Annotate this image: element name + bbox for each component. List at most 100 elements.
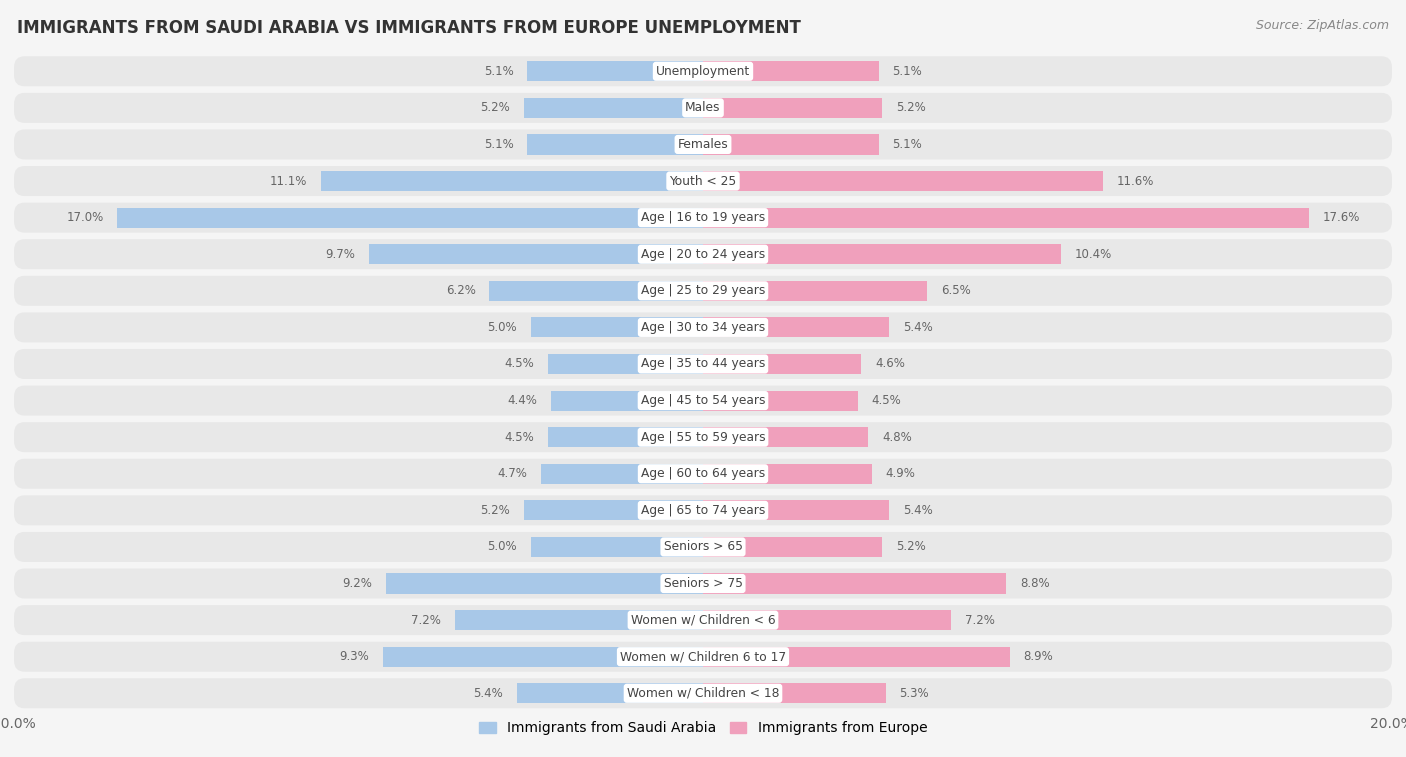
Bar — [703, 391, 858, 410]
Text: 5.2%: 5.2% — [481, 101, 510, 114]
Bar — [548, 354, 703, 374]
Text: 4.5%: 4.5% — [872, 394, 901, 407]
Bar — [703, 354, 862, 374]
Bar — [531, 537, 703, 557]
Bar — [548, 427, 703, 447]
Text: Females: Females — [678, 138, 728, 151]
FancyBboxPatch shape — [14, 129, 1392, 160]
Text: 5.4%: 5.4% — [903, 321, 932, 334]
Text: 5.2%: 5.2% — [481, 504, 510, 517]
FancyBboxPatch shape — [14, 93, 1392, 123]
Bar — [703, 135, 879, 154]
Bar — [368, 245, 703, 264]
Text: 4.5%: 4.5% — [505, 357, 534, 370]
Text: 5.4%: 5.4% — [903, 504, 932, 517]
FancyBboxPatch shape — [14, 495, 1392, 525]
Text: 5.0%: 5.0% — [488, 321, 517, 334]
Bar — [541, 464, 703, 484]
Bar — [517, 684, 703, 703]
Bar — [703, 427, 869, 447]
Bar — [321, 171, 703, 191]
Bar — [703, 537, 882, 557]
Text: Source: ZipAtlas.com: Source: ZipAtlas.com — [1256, 19, 1389, 32]
Text: 4.4%: 4.4% — [508, 394, 537, 407]
Text: 6.2%: 6.2% — [446, 285, 475, 298]
Text: Seniors > 65: Seniors > 65 — [664, 540, 742, 553]
Text: Women w/ Children 6 to 17: Women w/ Children 6 to 17 — [620, 650, 786, 663]
Bar — [703, 245, 1062, 264]
FancyBboxPatch shape — [14, 385, 1392, 416]
Bar — [382, 646, 703, 667]
Text: 9.3%: 9.3% — [339, 650, 368, 663]
Text: 5.1%: 5.1% — [484, 138, 513, 151]
FancyBboxPatch shape — [14, 203, 1392, 232]
Bar — [527, 135, 703, 154]
Text: Age | 30 to 34 years: Age | 30 to 34 years — [641, 321, 765, 334]
Bar — [531, 317, 703, 338]
Text: 17.0%: 17.0% — [66, 211, 104, 224]
Text: Youth < 25: Youth < 25 — [669, 175, 737, 188]
Text: 5.1%: 5.1% — [484, 65, 513, 78]
FancyBboxPatch shape — [14, 678, 1392, 709]
Text: Age | 60 to 64 years: Age | 60 to 64 years — [641, 467, 765, 480]
Bar — [489, 281, 703, 301]
Text: Age | 65 to 74 years: Age | 65 to 74 years — [641, 504, 765, 517]
Text: Women w/ Children < 18: Women w/ Children < 18 — [627, 687, 779, 699]
Bar — [703, 98, 882, 118]
Bar — [551, 391, 703, 410]
Text: 9.7%: 9.7% — [325, 248, 356, 260]
Bar — [703, 500, 889, 520]
Text: 5.1%: 5.1% — [893, 65, 922, 78]
Text: 4.7%: 4.7% — [498, 467, 527, 480]
FancyBboxPatch shape — [14, 276, 1392, 306]
Text: Age | 45 to 54 years: Age | 45 to 54 years — [641, 394, 765, 407]
Text: 5.2%: 5.2% — [896, 540, 925, 553]
Text: 5.4%: 5.4% — [474, 687, 503, 699]
Legend: Immigrants from Saudi Arabia, Immigrants from Europe: Immigrants from Saudi Arabia, Immigrants… — [474, 716, 932, 741]
Text: Seniors > 75: Seniors > 75 — [664, 577, 742, 590]
Text: 6.5%: 6.5% — [941, 285, 970, 298]
Text: 11.1%: 11.1% — [270, 175, 307, 188]
Bar — [703, 684, 886, 703]
Bar — [703, 646, 1010, 667]
Bar — [703, 317, 889, 338]
Text: 5.1%: 5.1% — [893, 138, 922, 151]
Bar — [524, 98, 703, 118]
Text: 11.6%: 11.6% — [1116, 175, 1154, 188]
FancyBboxPatch shape — [14, 605, 1392, 635]
Text: Unemployment: Unemployment — [655, 65, 751, 78]
FancyBboxPatch shape — [14, 532, 1392, 562]
Bar — [703, 171, 1102, 191]
FancyBboxPatch shape — [14, 569, 1392, 599]
Text: 4.5%: 4.5% — [505, 431, 534, 444]
Text: 7.2%: 7.2% — [965, 614, 994, 627]
Text: 4.8%: 4.8% — [882, 431, 912, 444]
Bar — [703, 610, 950, 630]
Text: Age | 55 to 59 years: Age | 55 to 59 years — [641, 431, 765, 444]
Text: 17.6%: 17.6% — [1323, 211, 1361, 224]
Bar — [387, 574, 703, 593]
FancyBboxPatch shape — [14, 313, 1392, 342]
FancyBboxPatch shape — [14, 422, 1392, 452]
Bar — [703, 574, 1007, 593]
Bar — [703, 281, 927, 301]
Bar — [703, 464, 872, 484]
Text: 9.2%: 9.2% — [343, 577, 373, 590]
Text: Males: Males — [685, 101, 721, 114]
Text: Age | 35 to 44 years: Age | 35 to 44 years — [641, 357, 765, 370]
Bar — [703, 207, 1309, 228]
Text: 7.2%: 7.2% — [412, 614, 441, 627]
Text: 4.6%: 4.6% — [875, 357, 905, 370]
Bar — [527, 61, 703, 81]
Text: Age | 20 to 24 years: Age | 20 to 24 years — [641, 248, 765, 260]
FancyBboxPatch shape — [14, 239, 1392, 269]
Text: 5.0%: 5.0% — [488, 540, 517, 553]
Text: IMMIGRANTS FROM SAUDI ARABIA VS IMMIGRANTS FROM EUROPE UNEMPLOYMENT: IMMIGRANTS FROM SAUDI ARABIA VS IMMIGRAN… — [17, 19, 801, 37]
Text: Women w/ Children < 6: Women w/ Children < 6 — [631, 614, 775, 627]
FancyBboxPatch shape — [14, 642, 1392, 671]
Bar — [703, 61, 879, 81]
Text: 8.9%: 8.9% — [1024, 650, 1053, 663]
Text: 8.8%: 8.8% — [1019, 577, 1049, 590]
Text: 5.2%: 5.2% — [896, 101, 925, 114]
FancyBboxPatch shape — [14, 56, 1392, 86]
